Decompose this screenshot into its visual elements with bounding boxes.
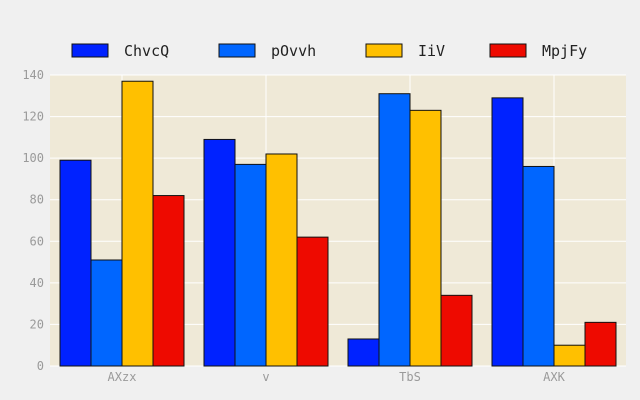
x-tick-label: AXzx (108, 370, 137, 384)
legend-label: MpjFy (542, 42, 587, 60)
y-tick-label: 20 (30, 317, 44, 331)
y-tick-label: 120 (22, 110, 44, 124)
y-tick-label: 80 (30, 193, 44, 207)
legend: ChvcQ pOvvh IiV MpjFy (71, 42, 587, 60)
bar-IiV-AXzx (121, 80, 154, 367)
bar-ChvcQ-AXzx (59, 159, 92, 367)
bar-MpjFy-v (296, 236, 329, 367)
bar-MpjFy-AXK (584, 321, 617, 367)
legend-swatch (365, 43, 403, 58)
legend-label: IiV (418, 42, 445, 60)
bar-pOvvh-v (234, 163, 267, 367)
y-tick-label: 100 (22, 151, 44, 165)
bar-IiV-AXK (553, 344, 586, 367)
legend-item-pOvvh: pOvvh (218, 42, 316, 60)
legend-label: pOvvh (271, 42, 316, 60)
legend-item-IiV: IiV (365, 42, 445, 60)
x-tick-label: TbS (399, 370, 421, 384)
bar-pOvvh-TbS (378, 93, 411, 367)
y-tick-label: 40 (30, 276, 44, 290)
bar-MpjFy-AXzx (152, 195, 185, 367)
bars (59, 80, 617, 367)
bar-IiV-TbS (409, 109, 442, 367)
bar-ChvcQ-TbS (347, 338, 380, 367)
y-tick-label: 0 (37, 359, 44, 373)
legend-swatch (489, 43, 527, 58)
y-tick-label: 140 (22, 68, 44, 82)
x-tick-label: AXK (543, 370, 565, 384)
bar-pOvvh-AXzx (90, 259, 123, 367)
legend-swatch (218, 43, 256, 58)
legend-swatch (71, 43, 109, 58)
y-tick-label: 60 (30, 234, 44, 248)
bar-IiV-v (265, 153, 298, 367)
x-tick-label: v (262, 370, 269, 384)
legend-item-ChvcQ: ChvcQ (71, 42, 169, 60)
y-axis: 0 20 40 60 80 100 120 140 (22, 68, 44, 373)
legend-label: ChvcQ (124, 42, 169, 60)
bar-pOvvh-AXK (522, 165, 555, 367)
bar-ChvcQ-AXK (491, 97, 524, 367)
bar-MpjFy-TbS (440, 294, 473, 367)
legend-item-MpjFy: MpjFy (489, 42, 587, 60)
x-axis: AXzx v TbS AXK (108, 370, 566, 384)
bar-ChvcQ-v (203, 138, 236, 367)
